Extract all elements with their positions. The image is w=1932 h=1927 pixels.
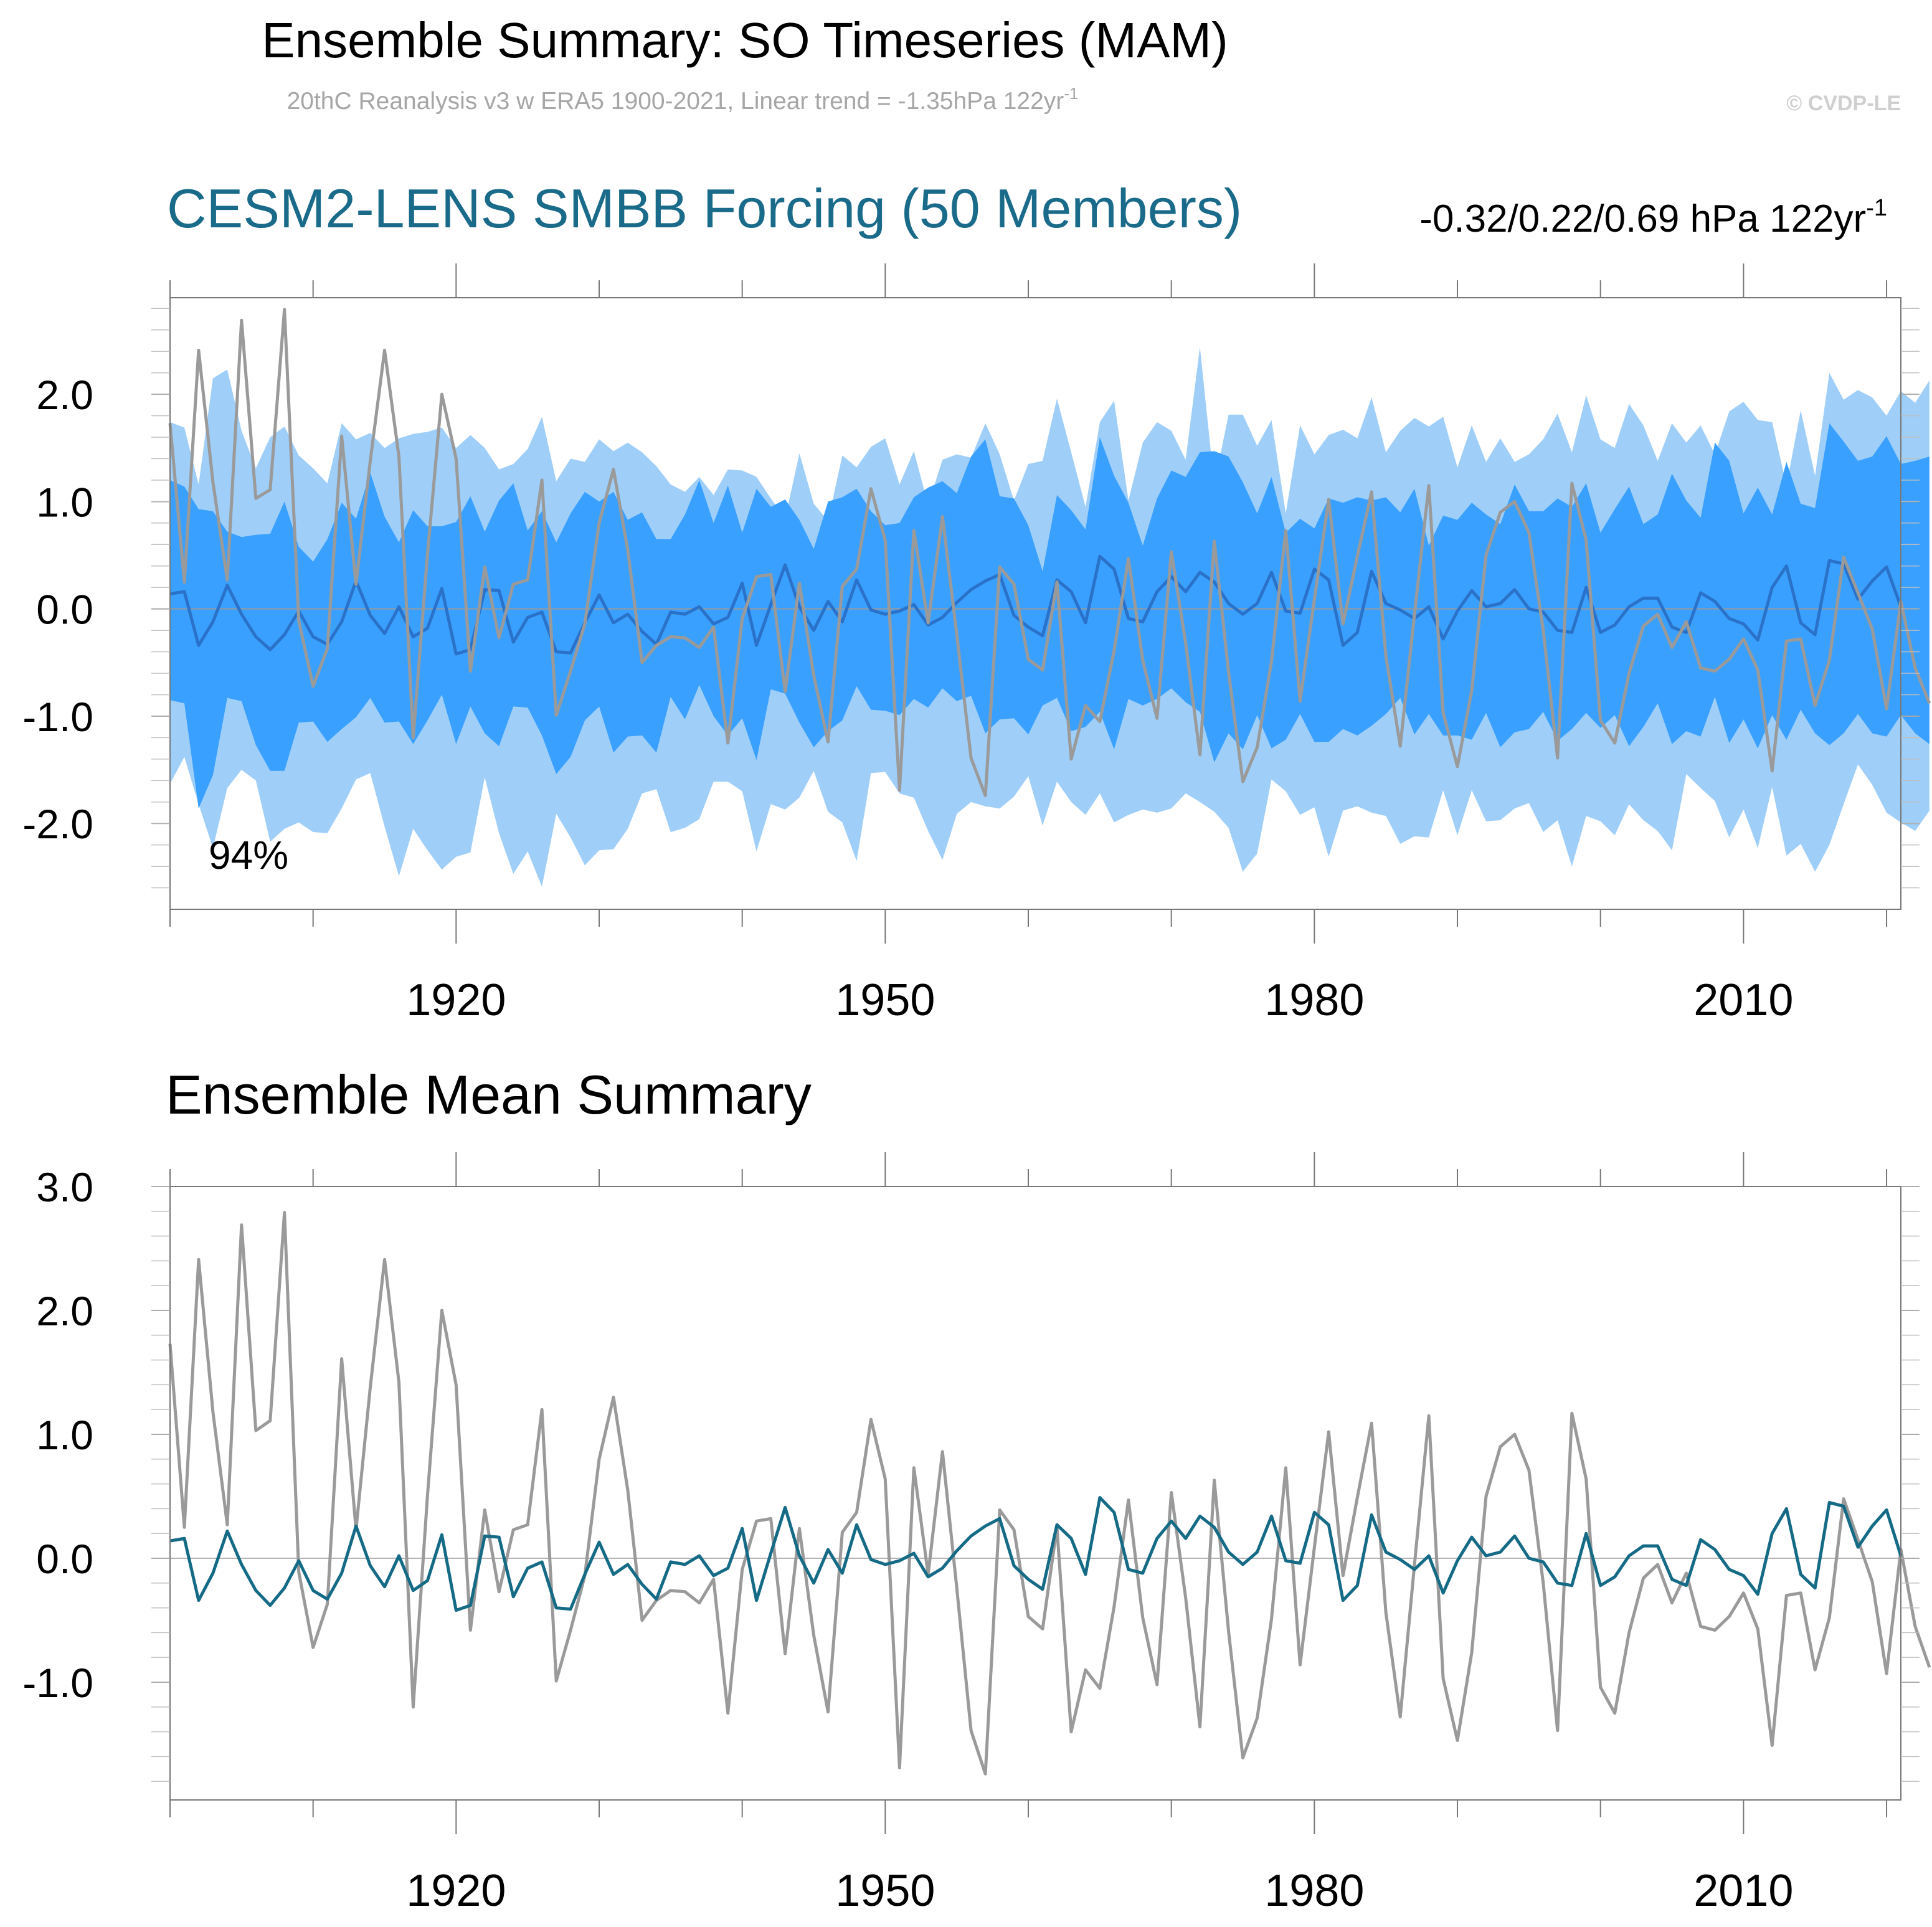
inner-band-area — [170, 423, 1930, 809]
top-ytick-label: -2.0 — [22, 801, 93, 847]
top-ensemble-mean-line — [169, 554, 1903, 656]
figure-title: Ensemble Summary: SO Timeseries (MAM) — [262, 12, 1228, 68]
bottom-panel-title: Ensemble Mean Summary — [166, 1064, 812, 1125]
bottom-lines-group — [168, 1211, 1931, 1776]
top-xtick-label: 1950 — [835, 975, 935, 1025]
bottom-xtick-label: 1920 — [406, 1866, 506, 1916]
top-xtick-label: 1920 — [406, 975, 506, 1025]
bottom-ensemble-mean-line — [169, 1496, 1903, 1612]
top-xtick-label: 2010 — [1693, 975, 1793, 1025]
top-percent-label: 94% — [209, 833, 288, 878]
top-observed-line — [168, 308, 1931, 797]
bottom-xtick-label: 1950 — [835, 1866, 935, 1916]
figure-subtitle: 20thC Reanalysis v3 w ERA5 1900-2021, Li… — [287, 84, 1079, 115]
bottom-panel-plot: -1.0 0.0 1.0 2.0 3.0 1920 1950 1980 2010 — [22, 1152, 1931, 1916]
bottom-xtick-label: 2010 — [1693, 1866, 1793, 1916]
top-lines-group — [168, 308, 1931, 797]
bottom-plot-frame — [169, 1186, 1901, 1801]
bottom-ytick-label: 0.0 — [36, 1536, 93, 1582]
bottom-ytick-label: 3.0 — [36, 1164, 93, 1210]
bottom-xtick-label: 1980 — [1264, 1866, 1364, 1916]
top-panel-title: CESM2-LENS SMBB Forcing (50 Members) — [167, 178, 1242, 239]
watermark-label: © CVDP-LE — [1786, 92, 1901, 115]
top-xtick-label: 1980 — [1264, 975, 1364, 1025]
top-panel-trend: -0.32/0.22/0.69 hPa 122yr-1 — [1419, 195, 1887, 240]
bottom-ytick-label: 2.0 — [36, 1288, 93, 1334]
top-ytick-label: -1.0 — [22, 694, 93, 740]
top-ytick-label: 1.0 — [36, 479, 93, 525]
bottom-ytick-label: 1.0 — [36, 1412, 93, 1458]
top-panel-trend-sup: -1 — [1866, 195, 1887, 221]
bottom-axes-group: -1.0 0.0 1.0 2.0 3.0 1920 1950 1980 2010 — [22, 1152, 1920, 1916]
top-axes-group: -2.0 -1.0 0.0 1.0 2.0 1920 1950 1980 2010 — [22, 263, 1920, 1025]
figure-subtitle-text: 20thC Reanalysis v3 w ERA5 1900-2021, Li… — [287, 88, 1064, 115]
top-ytick-label: 0.0 — [36, 587, 93, 633]
bottom-ytick-label: -1.0 — [22, 1660, 93, 1706]
bottom-observed-line — [168, 1211, 1931, 1776]
top-panel-trend-text: -0.32/0.22/0.69 hPa 122yr — [1419, 197, 1866, 240]
top-panel-plot: -2.0 -1.0 0.0 1.0 2.0 1920 1950 1980 2010 94% — [22, 263, 1931, 1025]
figure-subtitle-sup: -1 — [1064, 84, 1078, 103]
top-plot-frame — [169, 297, 1901, 910]
top-ytick-label: 2.0 — [36, 372, 93, 418]
